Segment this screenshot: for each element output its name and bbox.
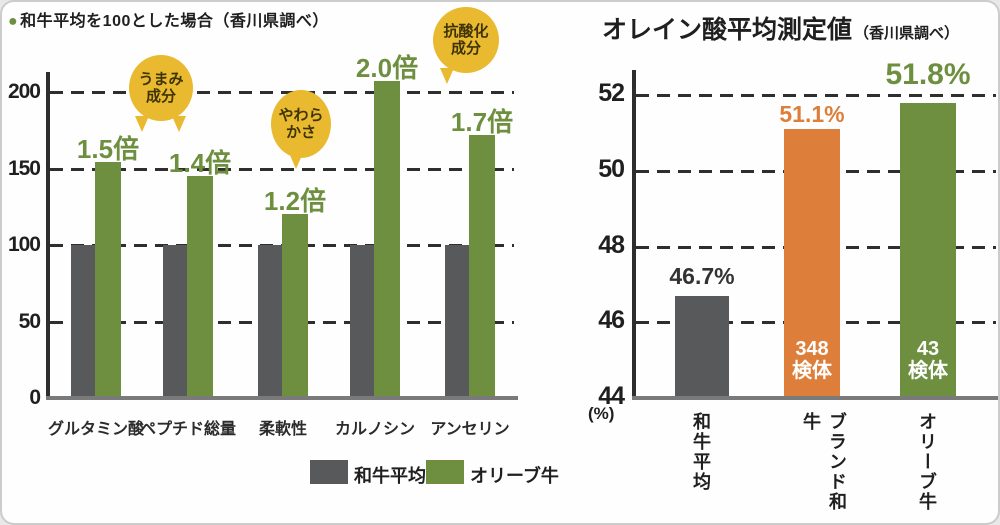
right-category-label-1: ブランド和牛 (801, 412, 847, 512)
right-category-label-0: 和牛平均 (691, 412, 711, 492)
right-bar-2 (900, 102, 956, 396)
legend-label-wagyu: 和牛平均 (354, 466, 426, 486)
right-ytick-46: 46 (598, 306, 625, 335)
right-chart-title: オレイン酸平均測定値 （香川県調べ） (602, 10, 959, 46)
legend-swatch-olive (426, 460, 464, 484)
left-x-axis-line (46, 396, 518, 400)
left-bar-olive-1 (187, 176, 213, 396)
right-x-axis-line (632, 396, 998, 400)
sample-count-line-0: 348 (795, 338, 829, 360)
left-value-label-2: 1.2倍 (263, 186, 327, 217)
right-chart-title-text: オレイン酸平均測定値 (602, 16, 853, 44)
right-ytick-50: 50 (598, 154, 625, 183)
left-value-label-4: 1.7倍 (450, 106, 514, 137)
right-gridline-52 (636, 94, 996, 97)
right-ytick-48: 48 (598, 230, 625, 259)
title-bullet-icon: ● (8, 13, 19, 30)
bubble-umami-tail-right (172, 116, 186, 132)
left-bar-olive-4 (469, 134, 495, 396)
bubble-umami-line2: 成分 (145, 88, 176, 105)
left-category-label-2: 柔軟性 (258, 421, 307, 438)
right-chart-title-note: （香川県調べ） (854, 25, 960, 42)
left-bar-olive-2 (282, 214, 308, 396)
bubble-yawarakasa-line2: かさ (285, 124, 316, 141)
right-ytick-44: 44 (598, 382, 625, 410)
left-bar-olive-3 (374, 81, 400, 396)
left-bar-wagyu-0 (71, 245, 95, 396)
left-gridline-200 (50, 91, 514, 94)
left-ytick-0: 0 (29, 386, 41, 409)
speech-bubble-kousanka: 抗酸化 成分 (433, 7, 499, 73)
left-bar-olive-0 (95, 162, 121, 396)
left-category-label-4: アンセリン (430, 421, 510, 438)
legend-swatch-wagyu (310, 460, 348, 484)
left-category-label-0: グルタミン酸 (47, 421, 144, 438)
left-category-label-1: ペプチド総量 (139, 421, 236, 438)
right-bar-0 (675, 295, 729, 396)
bubble-kousanka-line2: 成分 (450, 40, 481, 57)
y-axis-unit-label: (%) (588, 404, 615, 423)
left-bar-wagyu-4 (445, 245, 469, 396)
right-category-label-2: オリーブ牛 (917, 412, 937, 512)
left-value-label-3: 2.0倍 (355, 53, 419, 84)
sample-count-line-1: 検体 (908, 360, 948, 382)
sample-count-line-1: 検体 (792, 360, 832, 382)
bubble-umami-line1: うまみ (138, 71, 184, 88)
left-ytick-100: 100 (7, 233, 41, 256)
speech-bubble-yawarakasa: やわら かさ (271, 90, 331, 158)
left-ytick-50: 50 (18, 309, 41, 333)
right-bar-sample-count-2: 43 検体 (883, 338, 973, 382)
left-ytick-200: 200 (7, 80, 41, 103)
sample-count-line-0: 43 (916, 338, 940, 360)
left-gridline-150 (50, 167, 514, 171)
right-y-axis-line (632, 70, 636, 400)
left-bar-wagyu-2 (258, 245, 282, 396)
right-value-label-0: 46.7% (669, 263, 735, 289)
left-bar-wagyu-3 (350, 245, 374, 396)
left-value-label-1: 1.4倍 (168, 148, 232, 179)
left-value-label-0: 1.5倍 (76, 134, 140, 165)
right-bar-1 (784, 129, 840, 396)
bubble-yawarakasa-line1: やわら (278, 107, 324, 124)
left-bar-wagyu-1 (163, 245, 187, 396)
right-bar-sample-count-1: 348 検体 (767, 338, 857, 382)
right-value-label-2: 51.8% (885, 58, 971, 91)
left-ytick-150: 150 (7, 156, 41, 180)
bubble-kousanka-line1: 抗酸化 (443, 23, 489, 40)
bubble-umami-tail-left (135, 116, 149, 132)
speech-bubble-umami: うまみ 成分 (129, 55, 193, 121)
right-ytick-52: 52 (598, 79, 625, 107)
left-y-axis-line (46, 72, 50, 400)
left-chart-title-text: 和牛平均を100とした場合（香川県調べ） (20, 13, 329, 30)
left-chart-title: ● 和牛平均を100とした場合（香川県調べ） (8, 7, 329, 31)
bubble-yawarakasa-tail (289, 153, 303, 169)
legend-label-olive: オリーブ牛 (470, 466, 559, 486)
right-value-label-1: 51.1% (779, 101, 845, 127)
left-category-label-3: カルノシン (334, 421, 415, 438)
bubble-kousanka-tail (440, 68, 454, 84)
